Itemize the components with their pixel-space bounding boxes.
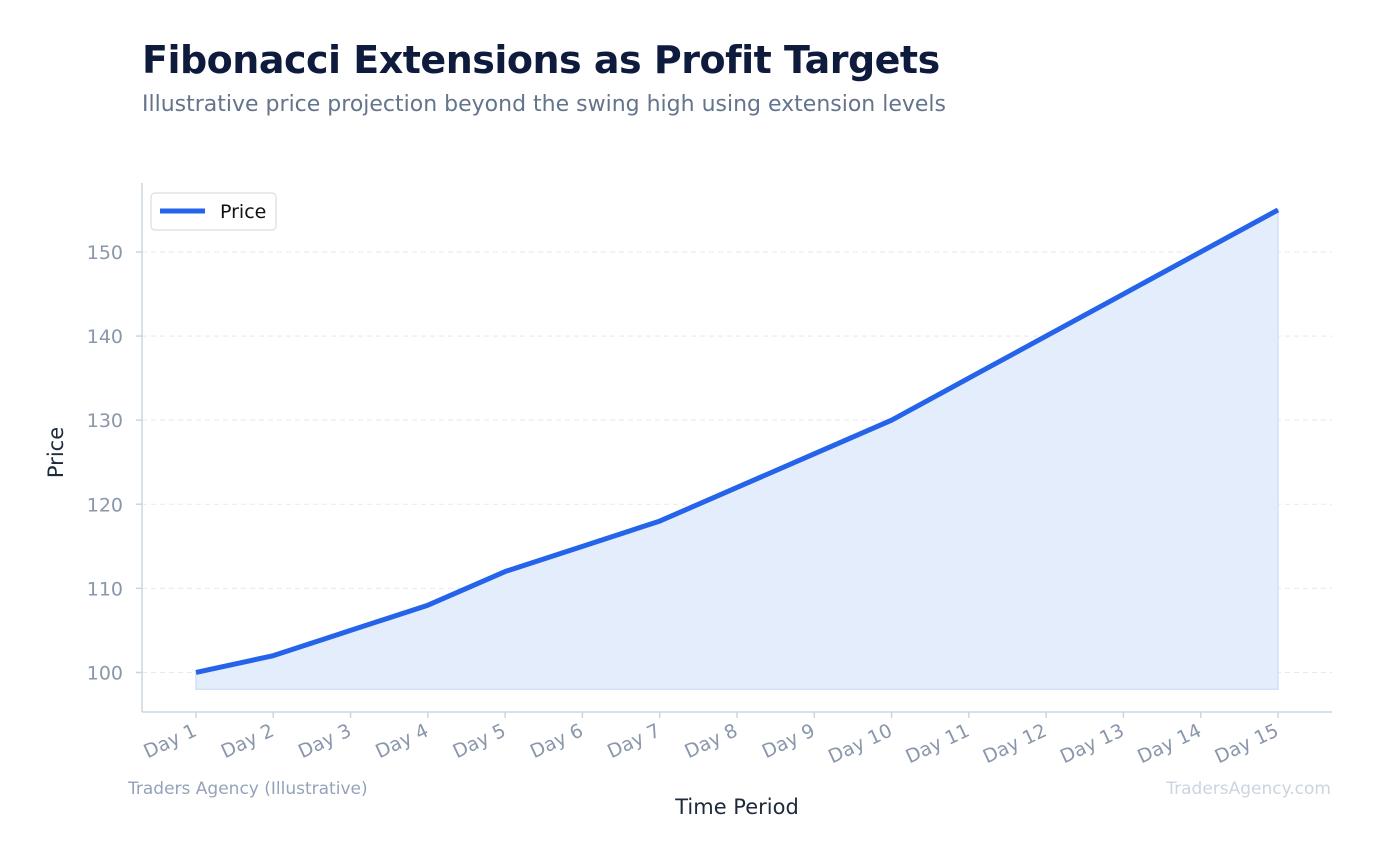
x-tick-label: Day 8 bbox=[681, 720, 741, 763]
x-tick-label: Day 11 bbox=[902, 720, 973, 769]
y-tick-label: 120 bbox=[87, 494, 123, 516]
x-tick-label: Day 5 bbox=[450, 720, 510, 763]
chart-title: Fibonacci Extensions as Profit Targets bbox=[142, 38, 940, 82]
x-tick-label: Day 2 bbox=[218, 720, 278, 763]
x-tick-label: Day 7 bbox=[604, 720, 664, 763]
x-tick-label: Day 9 bbox=[759, 720, 819, 763]
x-tick-label: Day 12 bbox=[980, 720, 1051, 769]
x-tick-label: Day 3 bbox=[295, 720, 355, 763]
x-axis-title: Time Period bbox=[674, 795, 799, 819]
x-tick-label: Day 15 bbox=[1211, 720, 1282, 769]
y-tick-label: 130 bbox=[87, 410, 123, 432]
y-tick-label: 110 bbox=[87, 578, 123, 600]
x-tick-label: Day 6 bbox=[527, 720, 587, 763]
chart-legend: Price bbox=[150, 192, 277, 231]
x-tick-label: Day 4 bbox=[372, 720, 432, 763]
legend-label-price: Price bbox=[220, 201, 266, 223]
footer-watermark: TradersAgency.com bbox=[1166, 779, 1331, 799]
x-tick-label: Day 14 bbox=[1134, 720, 1205, 769]
chart-subtitle: Illustrative price projection beyond the… bbox=[142, 92, 947, 117]
y-tick-label: 100 bbox=[87, 662, 123, 684]
footer-credit: Traders Agency (Illustrative) bbox=[128, 779, 368, 799]
x-tick-label: Day 1 bbox=[140, 720, 200, 763]
y-axis-ticks: 100 110 120 130 140 150 bbox=[87, 242, 142, 684]
y-axis-title: Price bbox=[44, 427, 68, 478]
y-tick-label: 150 bbox=[87, 242, 123, 264]
y-tick-label: 140 bbox=[87, 326, 123, 348]
x-axis-ticks: Day 1 Day 2 Day 3 Day 4 Day 5 Day 6 Day 7 Day 8… bbox=[140, 712, 1282, 768]
legend-box bbox=[150, 192, 277, 231]
price-area-fill bbox=[195, 208, 1279, 691]
x-tick-label: Day 10 bbox=[825, 720, 896, 769]
price-series-line bbox=[195, 207, 1280, 675]
x-tick-label: Day 13 bbox=[1057, 720, 1128, 769]
